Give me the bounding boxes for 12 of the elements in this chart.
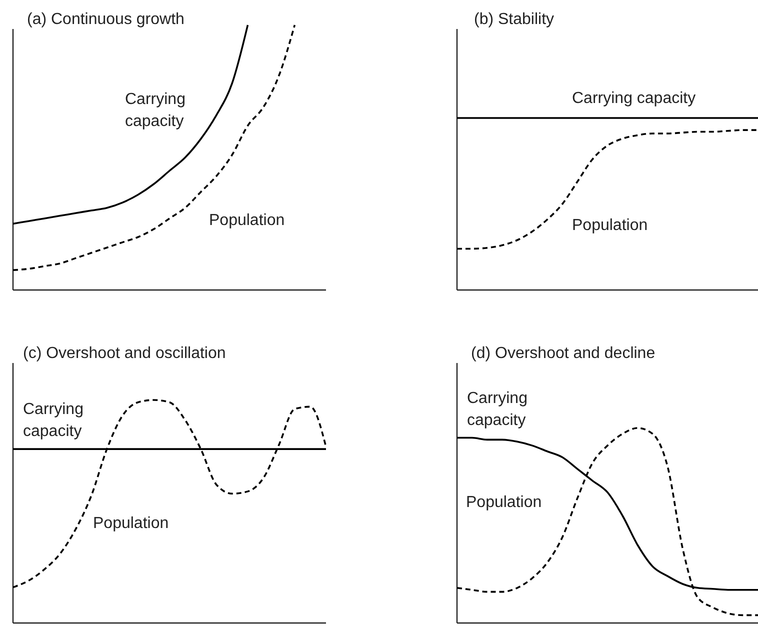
series-label: Population xyxy=(572,217,648,234)
chart-title: (c) Overshoot and oscillation xyxy=(23,345,226,362)
series-label: Population xyxy=(209,212,285,229)
series-label: Carrying capacity xyxy=(125,91,186,130)
series-label: Carrying capacity xyxy=(467,390,528,429)
series-label: Carrying capacity xyxy=(572,90,696,107)
series-label: Population xyxy=(466,494,542,511)
chart-title: (d) Overshoot and decline xyxy=(471,345,656,362)
series-label: Population xyxy=(93,515,169,532)
chart-title: (b) Stability xyxy=(474,11,554,28)
series-label: Carrying capacity xyxy=(23,401,84,440)
chart-title: (a) Continuous growth xyxy=(27,11,184,28)
